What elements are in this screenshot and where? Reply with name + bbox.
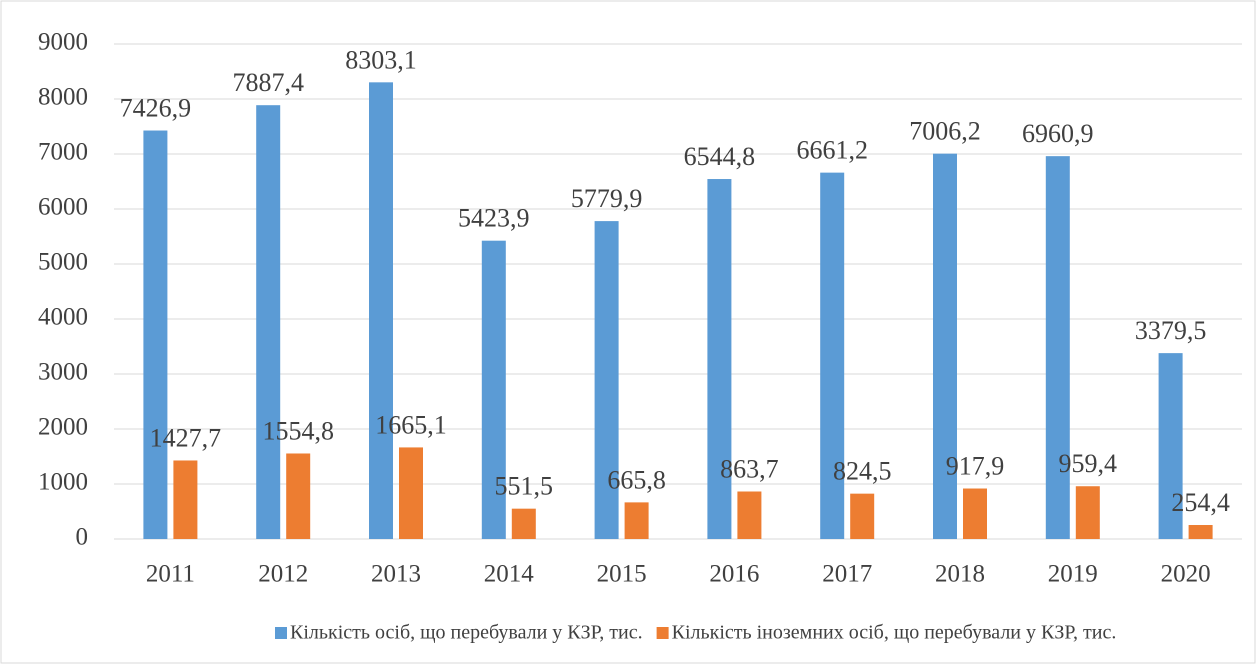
value-label: 824,5 (833, 457, 892, 486)
y-tick-label: 6000 (38, 194, 88, 221)
bar (1075, 486, 1100, 539)
x-tick-label: 2017 (822, 561, 872, 588)
value-label: 1427,7 (150, 423, 222, 452)
value-label: 551,5 (495, 472, 554, 501)
x-tick-label: 2019 (1048, 561, 1098, 588)
bar (1188, 525, 1213, 539)
value-label: 863,7 (720, 454, 779, 483)
bar (737, 491, 762, 539)
x-tick-label: 2016 (709, 561, 759, 588)
x-tick-label: 2014 (484, 561, 535, 588)
legend-label: Кількість іноземних осіб, що перебували … (672, 622, 1117, 644)
y-tick-label: 5000 (38, 249, 88, 276)
value-label: 5423,9 (458, 204, 530, 233)
bar (481, 240, 506, 540)
value-label: 7887,4 (232, 68, 304, 97)
y-tick-label: 1000 (38, 469, 88, 496)
x-tick-label: 2012 (258, 561, 308, 588)
bar (511, 508, 536, 539)
bar (286, 453, 311, 539)
value-label: 1665,1 (375, 410, 447, 439)
y-tick-label: 2000 (38, 414, 88, 441)
bar (173, 460, 198, 539)
value-label: 917,9 (946, 451, 1005, 480)
bar (256, 105, 281, 540)
bar (933, 153, 957, 539)
bar (399, 447, 423, 539)
value-label: 959,4 (1059, 449, 1118, 478)
value-label: 6960,9 (1022, 119, 1094, 148)
bar (143, 130, 168, 539)
x-tick-label: 2018 (935, 561, 985, 588)
legend-swatch (656, 627, 669, 639)
bar (1045, 156, 1070, 539)
bar (707, 179, 732, 539)
y-tick-label: 3000 (38, 359, 88, 386)
x-tick-label: 2020 (1161, 561, 1211, 588)
bar (594, 221, 619, 539)
bar (820, 172, 845, 539)
value-label: 5779,9 (571, 184, 643, 213)
bar (624, 502, 649, 539)
value-label: 7006,2 (909, 117, 981, 146)
y-tick-label: 8000 (38, 84, 88, 111)
y-tick-label: 7000 (38, 139, 88, 166)
x-tick-label: 2015 (597, 561, 647, 588)
value-label: 254,4 (1171, 488, 1230, 517)
x-tick-label: 2011 (146, 561, 195, 588)
y-tick-label: 4000 (38, 304, 88, 331)
value-label: 7426,9 (120, 93, 192, 122)
bar (850, 493, 875, 539)
legend-swatch (275, 627, 287, 639)
value-label: 3379,5 (1135, 316, 1207, 345)
value-label: 665,8 (607, 465, 666, 494)
y-tick-label: 9000 (38, 29, 88, 56)
value-label: 8303,1 (345, 45, 417, 74)
value-label: 6661,2 (796, 136, 868, 165)
bar (963, 488, 987, 539)
legend-label: Кількість осіб, що перебували у КЗР, тис… (290, 622, 643, 644)
x-tick-label: 2013 (371, 561, 421, 588)
bar (369, 82, 393, 539)
value-label: 6544,8 (684, 142, 756, 171)
y-tick-label: 0 (76, 524, 89, 551)
bar (1158, 353, 1183, 539)
value-label: 1554,8 (262, 416, 334, 445)
